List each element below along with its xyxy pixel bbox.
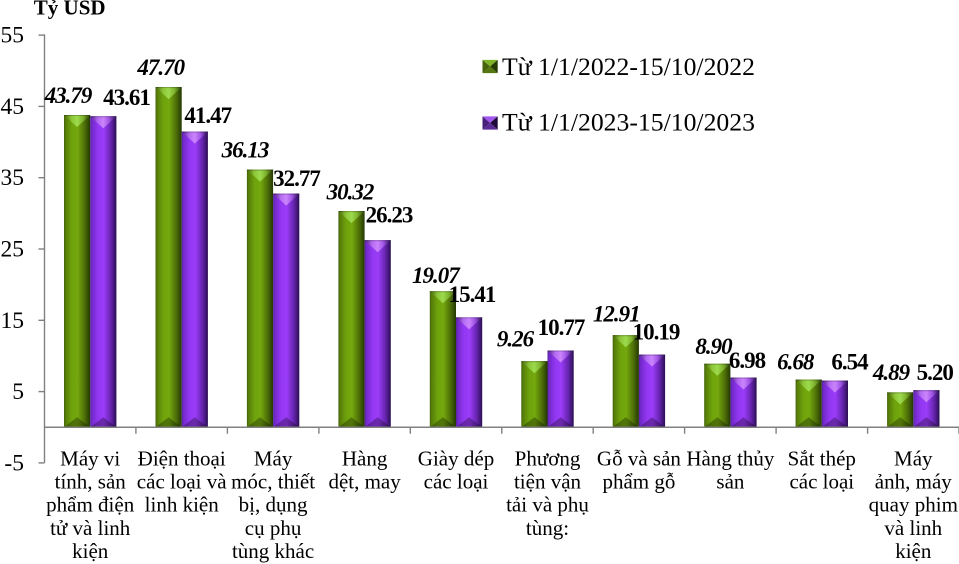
svg-text:6.54: 6.54 [831,350,869,375]
svg-text:tiện vận: tiện vận [514,470,582,494]
svg-text:Hàng thủy: Hàng thủy [686,446,775,470]
svg-text:Phương: Phương [515,446,581,470]
svg-text:25: 25 [1,237,25,263]
svg-text:Máy vi: Máy vi [60,446,120,470]
svg-text:kiện: kiện [895,539,932,563]
svg-text:Máy: Máy [894,446,933,470]
svg-text:5.20: 5.20 [917,360,954,385]
svg-text:tùng:: tùng: [526,516,569,540]
svg-text:Sắt thép: Sắt thép [788,446,856,470]
svg-text:các loại: các loại [424,470,489,494]
svg-text:tính, sản: tính, sản [55,470,127,494]
svg-text:và linh: và linh [884,516,942,540]
svg-text:45: 45 [1,94,25,120]
svg-text:15.41: 15.41 [449,282,496,307]
svg-text:sản: sản [716,470,744,494]
svg-text:phẩm điện: phẩm điện [46,493,135,517]
svg-text:kiện: kiện [72,539,109,563]
svg-text:4.89: 4.89 [872,360,911,385]
svg-text:5: 5 [12,379,24,405]
svg-text:6.98: 6.98 [729,348,766,373]
svg-text:10.19: 10.19 [633,320,680,345]
svg-text:Từ 1/1/2022-15/10/2022: Từ 1/1/2022-15/10/2022 [502,52,755,81]
svg-text:quay phim: quay phim [869,493,958,517]
svg-text:bị, dụng: bị, dụng [239,493,308,517]
svg-text:26.23: 26.23 [366,203,413,228]
svg-text:Gỗ và sản: Gỗ và sản [597,446,681,470]
svg-text:cụ phụ: cụ phụ [245,516,302,540]
svg-text:15: 15 [1,308,25,334]
svg-text:các loại: các loại [789,470,854,494]
svg-text:-5: -5 [4,450,24,476]
svg-text:các loại và: các loại và [137,470,227,494]
svg-text:tử và linh: tử và linh [50,516,131,540]
svg-text:19.07: 19.07 [412,263,461,288]
svg-text:10.77: 10.77 [538,315,585,340]
svg-text:55: 55 [1,23,25,49]
svg-text:43.79: 43.79 [44,83,93,108]
svg-text:9.26: 9.26 [497,327,535,352]
svg-text:47.70: 47.70 [136,55,185,80]
svg-text:43.61: 43.61 [103,85,150,110]
svg-text:Tỷ USD: Tỷ USD [34,0,106,19]
svg-text:12.91: 12.91 [593,302,640,327]
svg-text:8.90: 8.90 [695,334,733,359]
svg-text:ảnh, máy: ảnh, máy [875,470,952,494]
svg-text:móc, thiết: móc, thiết [231,470,315,494]
svg-text:36.13: 36.13 [221,138,269,163]
svg-text:41.47: 41.47 [184,103,231,128]
svg-text:Từ 1/1/2023-15/10/2023: Từ 1/1/2023-15/10/2023 [502,108,755,137]
svg-text:dệt, may: dệt, may [328,470,401,494]
svg-text:35: 35 [1,165,25,191]
svg-text:Giày dép: Giày dép [418,446,494,470]
svg-text:Máy: Máy [254,446,293,470]
svg-text:30.32: 30.32 [326,180,374,205]
svg-text:6.68: 6.68 [777,350,815,375]
svg-text:Điện thoại: Điện thoại [138,446,226,470]
svg-text:linh kiện: linh kiện [145,493,220,517]
svg-text:tùng khác: tùng khác [232,539,314,563]
svg-text:Hàng: Hàng [342,446,388,470]
svg-text:tải và phụ: tải và phụ [506,493,589,517]
svg-text:32.77: 32.77 [273,166,320,191]
svg-text:phẩm gỗ: phẩm gỗ [602,470,675,494]
